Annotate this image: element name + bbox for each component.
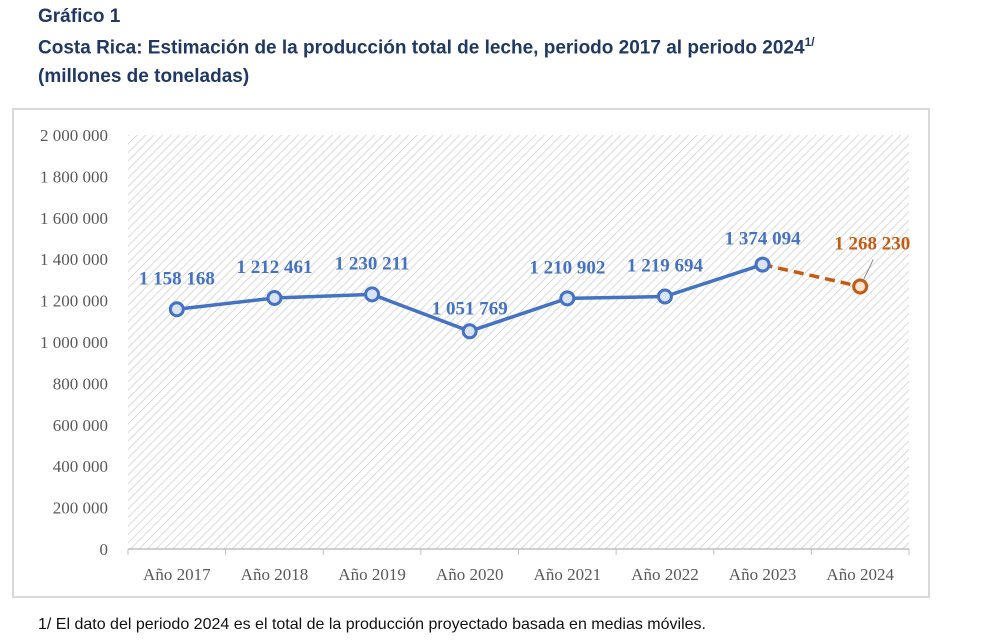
data-point: [266, 290, 283, 307]
data-point: [656, 288, 673, 305]
data-label: 1 158 168: [139, 268, 215, 289]
x-tick-label: Año 2018: [241, 565, 309, 584]
title-text: Costa Rica: Estimación de la producción …: [38, 37, 805, 59]
y-tick-label: 600 000: [53, 416, 108, 435]
x-tick-label: Año 2022: [631, 565, 699, 584]
x-tick-label: Año 2019: [338, 565, 406, 584]
data-point: [754, 256, 771, 273]
footnote: 1/ El dato del periodo 2024 es el total …: [38, 616, 706, 633]
data-point: [461, 323, 478, 340]
data-point: [852, 278, 869, 295]
plot-area: [128, 135, 909, 549]
x-tick-label: Año 2023: [729, 565, 797, 584]
x-tick-label: Año 2024: [826, 565, 894, 584]
y-tick-label: 1 400 000: [40, 250, 108, 269]
data-label: 1 268 230: [834, 233, 910, 254]
chart-label: Gráfico 1: [38, 6, 121, 27]
y-tick-label: 800 000: [53, 374, 108, 393]
data-point: [559, 290, 576, 307]
y-tick-label: 1 000 000: [40, 333, 108, 352]
series-line: [762, 262, 861, 289]
data-label: 1 230 211: [335, 253, 410, 274]
data-point: [364, 286, 381, 303]
chart-subtitle: (millones de toneladas): [38, 66, 250, 87]
data-label: 1 051 769: [432, 298, 508, 319]
data-label: 1 219 694: [627, 256, 704, 277]
data-label: 1 210 902: [529, 257, 605, 278]
leader-line: [862, 259, 874, 281]
title-note: 1/: [804, 35, 815, 49]
chart-frame: [12, 108, 930, 598]
y-tick-label: 200 000: [53, 499, 108, 518]
data-label: 1 374 094: [725, 229, 802, 250]
x-tick-label: Año 2017: [143, 565, 211, 584]
y-tick-label: 1 200 000: [40, 292, 108, 311]
x-tick-label: Año 2020: [436, 565, 504, 584]
data-point: [168, 301, 185, 318]
y-tick-label: 1 800 000: [40, 167, 108, 186]
chart-title: Costa Rica: Estimación de la producción …: [38, 35, 815, 59]
y-tick-label: 1 600 000: [40, 209, 108, 228]
y-tick-label: 400 000: [53, 457, 108, 476]
x-tick-label: Año 2021: [534, 565, 602, 584]
y-tick-label: 0: [100, 540, 109, 559]
data-label: 1 212 461: [236, 257, 312, 278]
y-tick-label: 2 000 000: [40, 126, 108, 145]
